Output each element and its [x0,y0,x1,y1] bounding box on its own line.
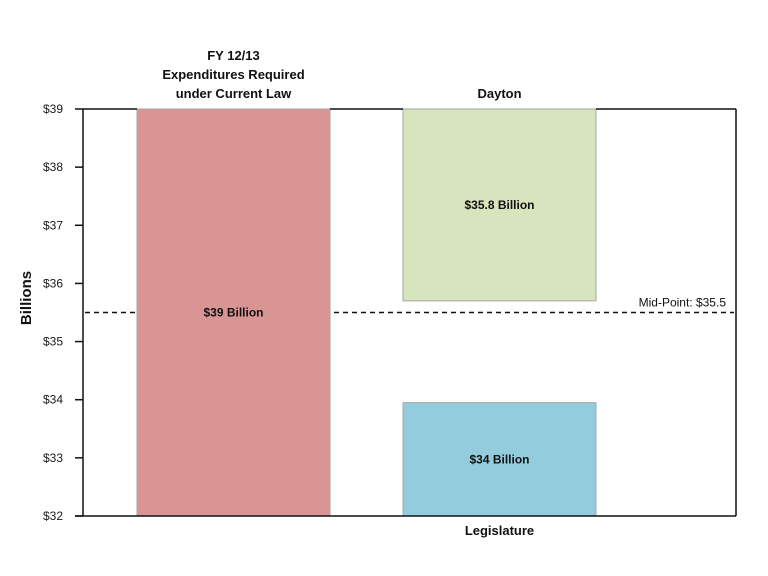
bars-layer [136,108,597,517]
y-tick-label: $34 [43,393,63,407]
y-tick-label: $38 [43,160,63,174]
bar-header-current-law: FY 12/13 [207,48,260,63]
bar-header-current-law: under Current Law [176,86,292,101]
y-tick-label: $35 [43,335,63,349]
y-tick-label: $39 [43,102,63,116]
y-tick-label: $32 [43,509,63,523]
y-tick-label: $33 [43,451,63,465]
midpoint-label: Mid-Point: $35.5 [639,296,727,310]
bar-label-dayton: $35.8 Billion [464,198,534,212]
bar-current-law [136,108,331,517]
axis-layer [75,108,737,517]
y-tick-label: $36 [43,276,63,290]
bar-label-current-law: $39 Billion [203,306,263,320]
y-axis-title: Billions [18,271,35,325]
bar-footer-legislature: Legislature [465,523,534,538]
bar-legislature [402,402,597,517]
y-tick-label: $37 [43,218,63,232]
labels-layer: $39 Billion FY 12/13 Expenditures Required… [43,48,726,538]
bar-header-dayton: Dayton [477,86,521,101]
bar-dayton [402,108,597,302]
bar-header-current-law: Expenditures Required [162,67,304,82]
bar-label-legislature: $34 Billion [469,452,529,466]
